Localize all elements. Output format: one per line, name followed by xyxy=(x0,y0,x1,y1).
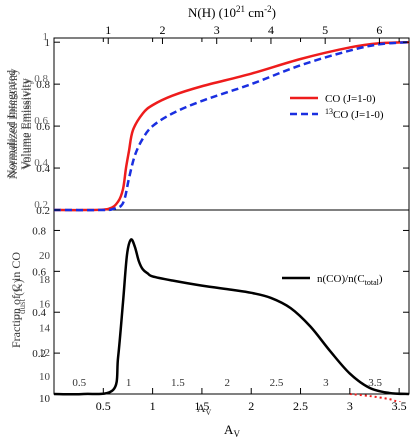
top-y-tick-label-overlap: 0.8 xyxy=(34,73,48,85)
top-axis-tick-label: 3 xyxy=(214,23,220,37)
top-axis-tick-label: 5 xyxy=(322,23,328,37)
inner-x-tick-label: 3.5 xyxy=(368,377,382,389)
bottom-y-tick-label-overlap: 18 xyxy=(39,274,51,286)
bottom-y-tick-label-overlap: 16 xyxy=(39,298,51,310)
top-y-tick-label: 0.2 xyxy=(36,205,50,217)
bottom-y-tick-label: 0.8 xyxy=(32,225,46,237)
top-y-tick-label: 0.6 xyxy=(36,121,50,133)
svg-text:Normalized IntegratedVolume Em: Normalized IntegratedVolume Emissivity xyxy=(4,70,32,178)
legend-label-co: CO (J=1-0) xyxy=(325,93,376,105)
bottom-x-tick-label: 3 xyxy=(347,399,353,413)
bottom-x-tick-label: 3.5 xyxy=(392,399,407,413)
bottom-y-label: Fraction of C in CO xyxy=(9,252,23,348)
bottom-y-tick-label-overlap: 10 xyxy=(39,393,51,405)
top-series-line-0 xyxy=(53,40,410,212)
bottom-y-tick-label-overlap: 14 xyxy=(39,323,51,335)
top-y-tick-label-overlap: 0.2 xyxy=(34,199,48,211)
inner-x-tick-label: 1 xyxy=(126,377,132,389)
bottom-x-tick-label: 0.5 xyxy=(96,399,111,413)
top-y-tick-label-overlap: 0.4 xyxy=(34,157,48,169)
top-legend: CO (J=1-0) 13CO (J=1-0) xyxy=(290,93,384,121)
bottom-series-line-0 xyxy=(54,238,409,396)
top-y-label-overlap: Normalized EmissivityVolume Emissivity xyxy=(6,69,34,180)
top-y-tick-label-overlap: 1 xyxy=(43,31,49,43)
top-axis-tick-label: 1 xyxy=(105,23,111,37)
svg-text:Fraction of C in CO: Fraction of C in CO xyxy=(9,252,23,348)
inner-x-axis-label: AV xyxy=(197,401,212,417)
bottom-x-tick-label: 2 xyxy=(248,399,254,413)
inner-x-tick-label: 3 xyxy=(323,377,329,389)
bottom-y-tick-label: 0.2 xyxy=(32,348,46,360)
top-axis-tick-label: 6 xyxy=(376,23,382,37)
bottom-panel-frame xyxy=(53,209,410,395)
top-axis-title: N(H) (1021 cm-2) xyxy=(188,4,276,20)
svg-text:Fdust (K): Fdust (K) xyxy=(11,279,27,320)
inner-x-tick-label: 0.5 xyxy=(72,377,86,389)
bottom-y-tick-label-overlap: 10 xyxy=(39,371,51,383)
bottom-x-tick-label: 1.5 xyxy=(194,399,209,413)
top-series-line-1 xyxy=(53,40,410,212)
top-y-tick-label: 0.4 xyxy=(36,163,50,175)
top-series-group xyxy=(53,40,410,212)
top-y-label: Normalized IntegratedVolume Emissivity xyxy=(4,70,32,178)
top-y-tick-label-overlap: 0.6 xyxy=(34,115,48,127)
x-axis-label: AV xyxy=(224,422,240,439)
legend-label-fraction: n(CO)/n(Ctotal) xyxy=(317,273,383,287)
bottom-y-tick-label-overlap: 12 xyxy=(39,347,50,359)
top-panel-frame xyxy=(53,37,410,211)
inner-x-tick-label: 2 xyxy=(224,377,230,389)
svg-text:Normalized EmissivityVolume Em: Normalized EmissivityVolume Emissivity xyxy=(6,69,34,180)
top-axis-tick-label: 2 xyxy=(159,23,165,37)
bottom-x-tick-label: 2.5 xyxy=(293,399,308,413)
bottom-x-tick-label: 1 xyxy=(150,399,156,413)
top-axis-tick-label: 4 xyxy=(268,23,274,37)
bottom-y-tick-label: 0.4 xyxy=(32,307,46,319)
bottom-y-tick-label-overlap: 20 xyxy=(39,250,51,262)
bottom-legend: n(CO)/n(Ctotal) xyxy=(282,273,383,287)
bottom-y-label-overlap: Fdust (K) xyxy=(11,279,27,320)
bottom-y-tick-label: 0.6 xyxy=(32,266,46,278)
bottom-series-group xyxy=(54,238,409,402)
legend-label-13co: 13CO (J=1-0) xyxy=(325,107,384,121)
inner-x-tick-label: 2.5 xyxy=(270,377,284,389)
top-y-tick-label: 0.8 xyxy=(36,79,50,91)
top-y-tick-label: 1 xyxy=(45,37,51,49)
inner-x-tick-label: 1.5 xyxy=(171,377,185,389)
ticks-group: 1 2 3 4 5 60.20.20.40.40.60.60.80.8110.20.40.… xyxy=(32,23,409,413)
